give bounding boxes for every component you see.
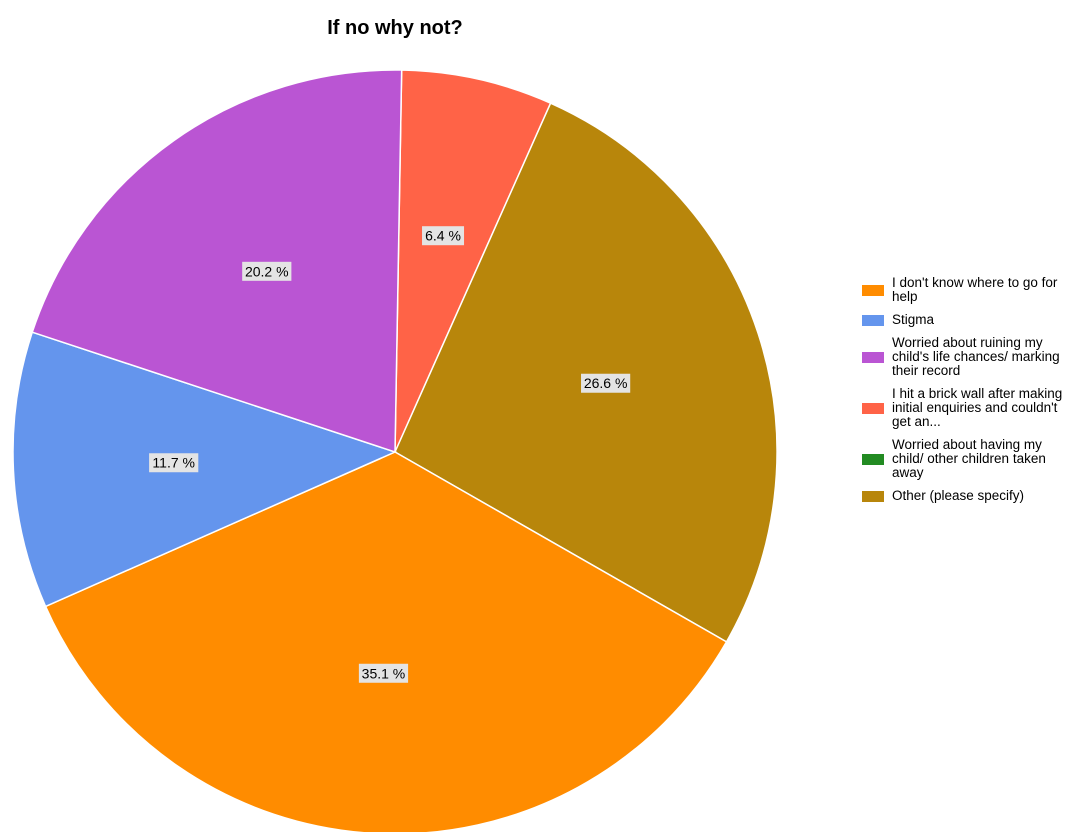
- legend-item: Stigma: [862, 313, 1067, 327]
- svg-text:26.6 %: 26.6 %: [584, 375, 628, 391]
- legend-label: I hit a brick wall after making initial …: [892, 386, 1063, 429]
- legend-item: Worried about ruining my child's life ch…: [862, 336, 1067, 378]
- legend-swatch: [862, 352, 884, 363]
- legend-swatch: [862, 491, 884, 502]
- pie-slice: [31, 69, 403, 454]
- chart-title: If no why not?: [327, 17, 463, 39]
- legend: I don't know where to go for help Stigma W…: [862, 276, 1067, 512]
- legend-item: I don't know where to go for help: [862, 276, 1067, 304]
- legend-swatch: [862, 315, 884, 326]
- slice-value-label: 20.2 %: [242, 261, 292, 281]
- pie-slice: [394, 69, 552, 453]
- legend-item: I hit a brick wall after making initial …: [862, 387, 1067, 429]
- legend-label: Worried about ruining my child's life ch…: [892, 335, 1060, 378]
- legend-label: Worried about having my child/ other chi…: [892, 437, 1046, 480]
- pie-slice: [12, 331, 398, 608]
- slice-value-label: 11.7 %: [149, 453, 199, 473]
- legend-swatch: [862, 403, 884, 414]
- svg-text:35.1 %: 35.1 %: [362, 665, 406, 681]
- svg-text:6.4 %: 6.4 %: [425, 228, 461, 244]
- legend-label: I don't know where to go for help: [892, 275, 1058, 304]
- slice-value-label: 6.4 %: [422, 226, 465, 246]
- svg-text:11.7 %: 11.7 %: [152, 455, 195, 471]
- legend-swatch: [862, 285, 884, 296]
- legend-swatch: [862, 454, 884, 465]
- pie-slice: [394, 102, 778, 643]
- pie-chart: 6.4 % 26.6 % 35.1 % 11.7 % 20.2 %: [12, 69, 778, 832]
- legend-label: Other (please specify): [892, 488, 1025, 503]
- svg-text:20.2 %: 20.2 %: [245, 263, 289, 279]
- legend-item: Other (please specify): [862, 489, 1067, 503]
- slice-value-label: 26.6 %: [581, 373, 631, 393]
- pie-slice: [44, 451, 728, 832]
- slice-value-label: 35.1 %: [358, 663, 409, 683]
- legend-label: Stigma: [892, 312, 935, 327]
- legend-item: Worried about having my child/ other chi…: [862, 438, 1067, 480]
